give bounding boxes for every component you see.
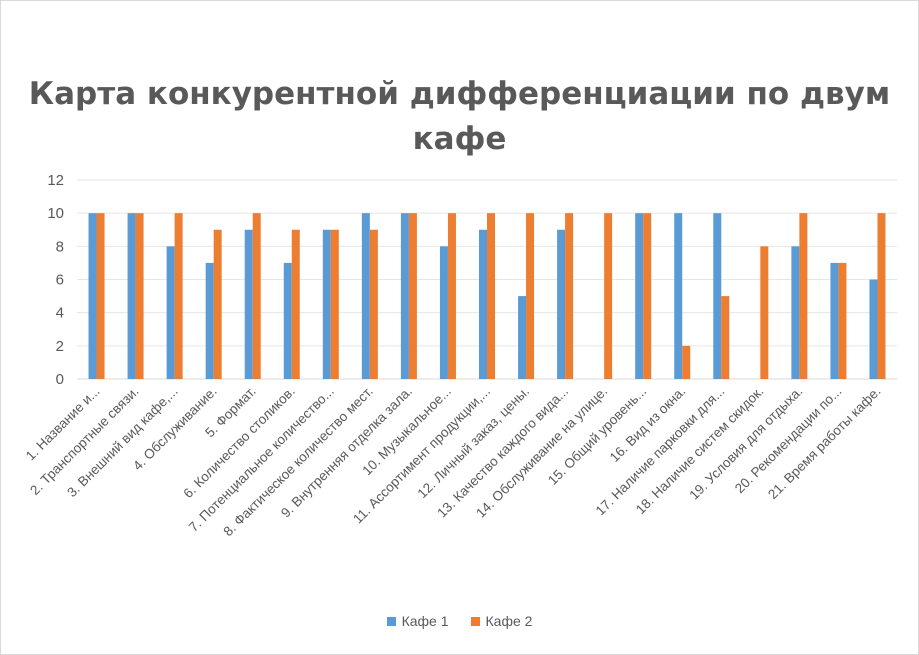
bar-cafe-1	[518, 296, 527, 379]
bar-cafe-2	[291, 229, 300, 379]
bar-cafe-2	[252, 213, 261, 379]
bar-cafe-2	[604, 213, 613, 379]
bar-cafe-2	[877, 213, 886, 379]
legend-label-cafe-1: Кафе 1	[401, 613, 449, 629]
bar-cafe-2	[213, 229, 222, 379]
bar-cafe-1	[283, 262, 292, 379]
y-tick-label: 4	[56, 305, 64, 322]
x-category-label: 7. Потенциальное количество...	[186, 384, 337, 535]
bar-cafe-2	[565, 213, 574, 379]
bar-cafe-2	[526, 213, 535, 379]
bar-cafe-1	[791, 246, 800, 379]
bar-cafe-2	[838, 262, 847, 379]
bar-cafe-1	[674, 213, 683, 379]
bar-cafe-2	[135, 213, 144, 379]
y-tick-label: 6	[56, 272, 64, 289]
bar-cafe-1	[479, 229, 487, 379]
legend-item-cafe-1: Кафе 1	[386, 613, 449, 629]
bar-cafe-2	[799, 213, 808, 379]
chart-legend: Кафе 1 Кафе 2	[0, 613, 919, 629]
legend-swatch-cafe-2	[470, 616, 480, 626]
bar-cafe-1	[439, 246, 448, 379]
legend-swatch-cafe-1	[386, 616, 396, 626]
bar-cafe-1	[88, 213, 97, 379]
bar-cafe-1	[830, 262, 839, 379]
bar-cafe-2	[369, 229, 378, 379]
bar-cafe-1	[244, 229, 253, 379]
y-tick-label: 12	[47, 172, 64, 189]
legend-item-cafe-2: Кафе 2	[470, 613, 533, 629]
bar-cafe-2	[721, 296, 730, 379]
bar-cafe-1	[166, 246, 175, 379]
bar-cafe-1	[713, 213, 722, 379]
y-tick-label: 0	[56, 371, 64, 388]
bar-cafe-1	[205, 262, 214, 379]
bar-cafe-2	[330, 229, 339, 379]
chart-title: Карта конкурентной дифференциации по дву…	[28, 76, 891, 157]
bar-cafe-2	[682, 345, 691, 379]
bar-cafe-2	[643, 213, 652, 379]
bar-cafe-2	[174, 213, 183, 379]
y-tick-label: 2	[56, 338, 64, 355]
legend-label-cafe-2: Кафе 2	[485, 613, 533, 629]
bar-cafe-1	[557, 229, 566, 379]
bar-cafe-2	[487, 213, 495, 379]
y-tick-label: 8	[56, 238, 64, 255]
bar-cafe-1	[400, 213, 409, 379]
bar-cafe-2	[408, 213, 417, 379]
bar-cafe-2	[96, 213, 105, 379]
bar-cafe-1	[635, 213, 644, 379]
bar-cafe-1	[869, 279, 878, 379]
bar-cafe-2	[447, 213, 456, 379]
bar-cafe-1	[361, 213, 370, 379]
bar-cafe-2	[760, 246, 769, 379]
bar-cafe-1	[322, 229, 331, 379]
y-tick-label: 10	[47, 205, 64, 222]
bar-cafe-1	[127, 213, 136, 379]
